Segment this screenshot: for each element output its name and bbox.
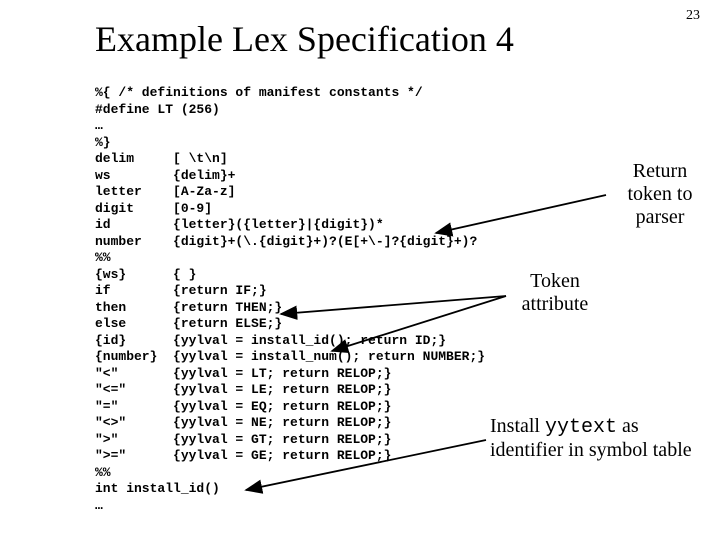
annotation-token-attribute: Token attribute [510,270,600,316]
slide-title: Example Lex Specification 4 [95,18,514,60]
install-code: yytext [545,416,617,439]
code-block: %{ /* definitions of manifest constants … [95,85,485,514]
annotation-install: Install yytext as identifier in symbol t… [490,415,715,462]
page-number: 23 [686,8,700,24]
install-text-pre: Install [490,415,545,437]
annotation-return: Return token to parser [610,160,710,229]
install-text-post: as [617,415,639,437]
install-line2: identifier in symbol table [490,439,692,461]
